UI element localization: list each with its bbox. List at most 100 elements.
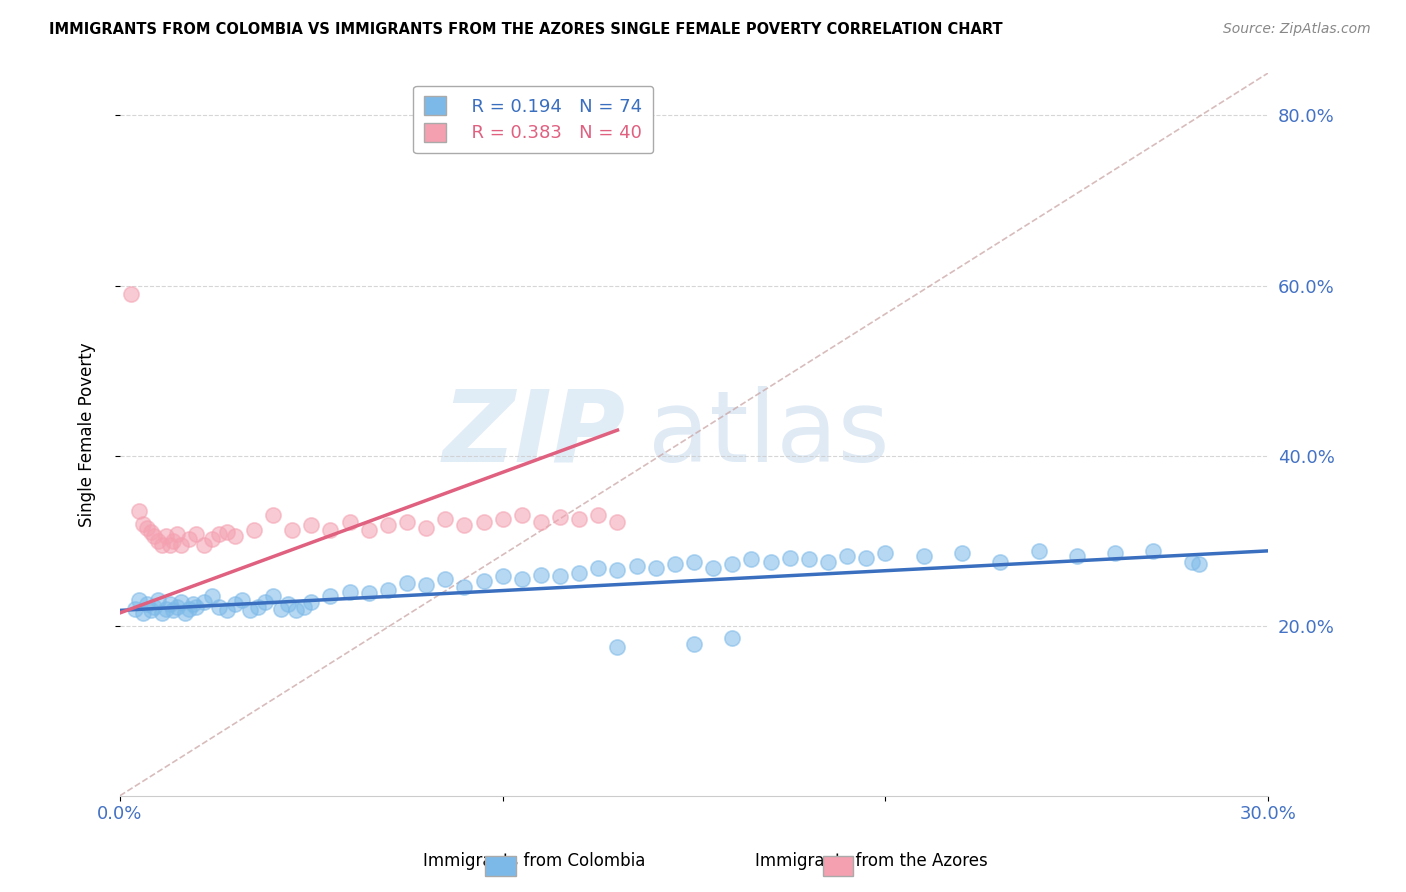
Point bbox=[155, 529, 177, 543]
Point bbox=[254, 595, 277, 609]
Point bbox=[166, 526, 188, 541]
Point bbox=[606, 640, 628, 654]
Point bbox=[186, 526, 208, 541]
Point bbox=[395, 515, 418, 529]
Point bbox=[143, 599, 166, 614]
Point bbox=[779, 550, 801, 565]
Point bbox=[139, 525, 162, 540]
Point bbox=[683, 555, 706, 569]
Point bbox=[319, 589, 342, 603]
Point bbox=[568, 512, 591, 526]
Text: ZIP: ZIP bbox=[441, 386, 626, 483]
Point bbox=[162, 603, 184, 617]
Point bbox=[270, 601, 292, 615]
Y-axis label: Single Female Poverty: Single Female Poverty bbox=[79, 342, 96, 526]
Point bbox=[193, 595, 215, 609]
Point bbox=[837, 549, 859, 563]
Point bbox=[606, 563, 628, 577]
Point bbox=[377, 518, 399, 533]
Point bbox=[128, 504, 150, 518]
Point bbox=[606, 515, 628, 529]
Point bbox=[510, 508, 533, 523]
Point bbox=[1188, 558, 1211, 572]
Point bbox=[510, 572, 533, 586]
Point bbox=[135, 598, 157, 612]
Point bbox=[395, 576, 418, 591]
Point bbox=[1028, 544, 1050, 558]
Point bbox=[201, 589, 224, 603]
Point bbox=[855, 550, 877, 565]
Point bbox=[588, 561, 610, 575]
Point bbox=[224, 598, 246, 612]
Point bbox=[120, 287, 142, 301]
Point bbox=[262, 508, 284, 523]
Point bbox=[215, 525, 238, 540]
Point bbox=[912, 549, 935, 563]
Point bbox=[797, 552, 820, 566]
Point bbox=[415, 578, 437, 592]
Point bbox=[472, 515, 495, 529]
Point bbox=[132, 606, 155, 620]
Point bbox=[1104, 546, 1126, 560]
Point bbox=[950, 546, 973, 560]
Point bbox=[243, 524, 266, 538]
Point bbox=[988, 555, 1011, 569]
Point bbox=[215, 603, 238, 617]
Point bbox=[208, 526, 231, 541]
Point bbox=[664, 558, 686, 572]
Point bbox=[277, 598, 299, 612]
Point bbox=[472, 574, 495, 589]
Point bbox=[159, 598, 181, 612]
Point bbox=[292, 599, 315, 614]
Point bbox=[170, 538, 193, 552]
Text: Immigrants from the Azores: Immigrants from the Azores bbox=[755, 852, 988, 870]
Point bbox=[357, 586, 380, 600]
Point bbox=[139, 603, 162, 617]
Point bbox=[702, 561, 724, 575]
Point bbox=[377, 582, 399, 597]
Point bbox=[1066, 549, 1088, 563]
Point bbox=[319, 524, 342, 538]
Point bbox=[128, 593, 150, 607]
Point bbox=[150, 538, 173, 552]
Point bbox=[875, 546, 897, 560]
Text: Source: ZipAtlas.com: Source: ZipAtlas.com bbox=[1223, 22, 1371, 37]
Text: atlas: atlas bbox=[648, 386, 890, 483]
Point bbox=[683, 637, 706, 651]
Point bbox=[491, 512, 513, 526]
Point bbox=[193, 538, 215, 552]
Point bbox=[1142, 544, 1164, 558]
Point bbox=[357, 524, 380, 538]
Point bbox=[239, 603, 262, 617]
Point bbox=[1181, 555, 1204, 569]
Point bbox=[159, 538, 181, 552]
Point bbox=[530, 515, 553, 529]
Point bbox=[415, 521, 437, 535]
Point bbox=[721, 632, 744, 646]
Point bbox=[299, 518, 322, 533]
Point bbox=[530, 567, 553, 582]
Point bbox=[434, 572, 457, 586]
Point bbox=[224, 529, 246, 543]
Point bbox=[262, 589, 284, 603]
Text: IMMIGRANTS FROM COLOMBIA VS IMMIGRANTS FROM THE AZORES SINGLE FEMALE POVERTY COR: IMMIGRANTS FROM COLOMBIA VS IMMIGRANTS F… bbox=[49, 22, 1002, 37]
Point bbox=[740, 552, 762, 566]
Point bbox=[155, 601, 177, 615]
Point bbox=[453, 581, 475, 595]
Point bbox=[548, 569, 571, 583]
Text: Immigrants from Colombia: Immigrants from Colombia bbox=[423, 852, 645, 870]
Point bbox=[588, 508, 610, 523]
Point bbox=[146, 533, 169, 548]
Point bbox=[491, 569, 513, 583]
Point bbox=[281, 524, 304, 538]
Point bbox=[170, 595, 193, 609]
Point bbox=[759, 555, 782, 569]
Point bbox=[186, 599, 208, 614]
Point bbox=[201, 532, 224, 546]
Point bbox=[231, 593, 253, 607]
Point bbox=[453, 518, 475, 533]
Point bbox=[135, 521, 157, 535]
Legend:   R = 0.194   N = 74,   R = 0.383   N = 40: R = 0.194 N = 74, R = 0.383 N = 40 bbox=[413, 86, 654, 153]
Point bbox=[284, 603, 307, 617]
Point bbox=[150, 606, 173, 620]
